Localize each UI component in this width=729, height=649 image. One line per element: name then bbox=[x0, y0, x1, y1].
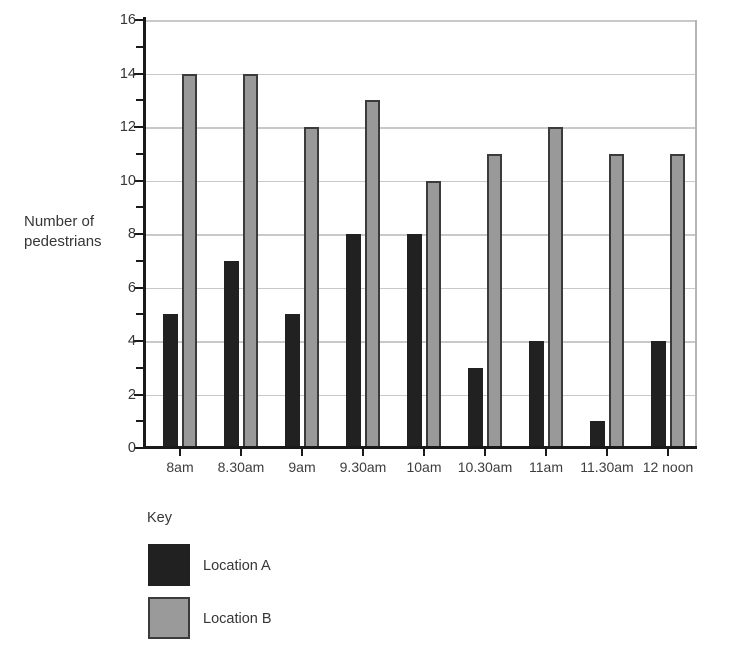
bar-location-b-830am bbox=[243, 73, 258, 448]
x-tick-3 bbox=[301, 449, 303, 456]
y-tick-label-4: 4 bbox=[127, 333, 136, 349]
x-label-5: 10am bbox=[406, 459, 442, 475]
y-tick-label-2: 2 bbox=[127, 386, 136, 403]
x-tick-7 bbox=[545, 449, 547, 456]
x-label-4: 9.30am bbox=[339, 459, 387, 475]
bar-location-b-8am bbox=[182, 73, 197, 448]
y-axis-title: Number of pedestrians bbox=[24, 213, 102, 250]
x-tick-1 bbox=[179, 449, 181, 456]
bar-location-a-8am bbox=[163, 314, 178, 448]
bar-location-a-830am bbox=[224, 260, 239, 448]
y-minor-tick-15 bbox=[136, 45, 143, 48]
bar-location-b-12noon bbox=[670, 153, 685, 448]
bar-location-a-11am bbox=[529, 341, 544, 448]
y-minor-tick-3 bbox=[136, 366, 143, 369]
bar-location-b-10am bbox=[426, 180, 441, 448]
key-label-location-a: Location A bbox=[203, 558, 271, 574]
gridline-10 bbox=[143, 180, 695, 182]
bar-location-b-9am bbox=[304, 127, 319, 448]
x-tick-5 bbox=[423, 449, 425, 456]
x-tick-4 bbox=[362, 449, 364, 456]
gridline-16 bbox=[143, 20, 695, 22]
y-minor-tick-7 bbox=[136, 259, 143, 262]
x-label-8: 11.30am bbox=[580, 459, 634, 475]
bar-location-a-930am bbox=[346, 234, 361, 448]
bar-location-a-1030am bbox=[468, 367, 483, 448]
bar-location-b-1030am bbox=[487, 153, 502, 448]
y-tick-label-12: 12 bbox=[119, 119, 136, 135]
y-tick-2 bbox=[134, 393, 143, 396]
key-swatch-location-a bbox=[148, 544, 190, 586]
y-tick-8 bbox=[134, 233, 143, 235]
y-tick-12 bbox=[134, 126, 143, 128]
gridline-14 bbox=[143, 73, 695, 75]
x-label-6: 10.30am bbox=[457, 459, 513, 475]
x-tick-2 bbox=[240, 449, 242, 456]
x-tick-9 bbox=[667, 449, 669, 456]
key-title: Key bbox=[147, 510, 172, 526]
bar-location-a-12noon bbox=[651, 341, 666, 448]
bar-location-b-1130am bbox=[609, 153, 624, 448]
y-tick-label-14: 14 bbox=[119, 65, 136, 82]
gridline-12 bbox=[143, 127, 695, 129]
x-label-9: 12 noon bbox=[642, 459, 694, 475]
bar-location-b-930am bbox=[365, 100, 380, 448]
y-minor-tick-5 bbox=[136, 313, 143, 316]
y-tick-10 bbox=[134, 179, 143, 182]
y-minor-tick-11 bbox=[136, 152, 143, 155]
bar-location-a-1130am bbox=[590, 421, 605, 448]
bar-location-a-10am bbox=[407, 234, 422, 448]
y-tick-6 bbox=[134, 286, 143, 289]
y-tick-label-8: 8 bbox=[127, 226, 136, 242]
y-minor-tick-9 bbox=[136, 206, 143, 209]
x-label-2: 8.30am bbox=[217, 459, 265, 475]
key-swatch-location-b bbox=[148, 597, 190, 639]
y-minor-tick-1 bbox=[136, 420, 143, 423]
x-tick-6 bbox=[484, 449, 486, 456]
y-tick-label-6: 6 bbox=[127, 279, 136, 296]
y-tick-0 bbox=[134, 447, 143, 449]
key-label-location-b: Location B bbox=[203, 611, 272, 627]
x-label-1: 8am bbox=[166, 459, 194, 475]
x-tick-8 bbox=[606, 449, 608, 456]
bar-location-a-9am bbox=[285, 314, 300, 448]
plot-area bbox=[143, 20, 697, 448]
y-tick-16 bbox=[134, 19, 143, 21]
y-tick-14 bbox=[134, 72, 143, 75]
y-tick-label-16: 16 bbox=[119, 12, 136, 28]
y-tick-4 bbox=[134, 340, 143, 342]
y-axis-line bbox=[143, 17, 146, 449]
y-tick-label-0: 0 bbox=[127, 440, 136, 456]
x-label-7: 11am bbox=[529, 459, 563, 475]
x-axis-line bbox=[143, 446, 697, 449]
x-label-3: 9am bbox=[288, 459, 316, 475]
y-tick-label-10: 10 bbox=[119, 172, 136, 189]
bar-location-b-11am bbox=[548, 127, 563, 448]
y-minor-tick-13 bbox=[136, 99, 143, 102]
